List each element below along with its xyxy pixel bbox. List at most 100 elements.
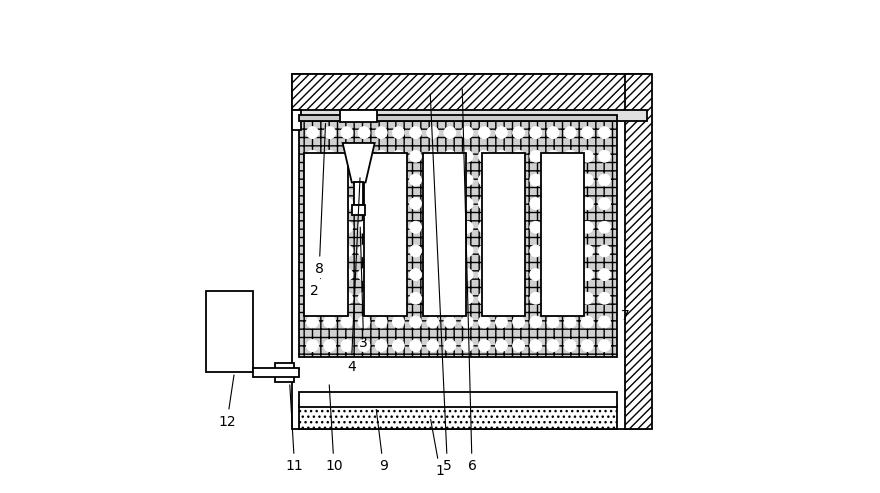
Circle shape xyxy=(306,221,319,233)
Circle shape xyxy=(341,269,353,281)
Circle shape xyxy=(341,221,353,233)
Circle shape xyxy=(598,198,611,210)
Circle shape xyxy=(547,174,559,186)
Circle shape xyxy=(582,150,593,162)
Circle shape xyxy=(427,127,438,139)
Circle shape xyxy=(564,127,576,139)
Circle shape xyxy=(427,174,438,186)
Circle shape xyxy=(324,174,335,186)
Circle shape xyxy=(392,174,404,186)
Circle shape xyxy=(461,292,473,304)
Circle shape xyxy=(564,269,576,281)
Circle shape xyxy=(547,292,559,304)
Circle shape xyxy=(341,127,353,139)
Circle shape xyxy=(375,127,387,139)
Circle shape xyxy=(375,269,387,281)
Circle shape xyxy=(582,245,593,257)
Circle shape xyxy=(427,221,438,233)
Circle shape xyxy=(598,340,611,352)
Text: 1: 1 xyxy=(430,420,444,478)
Circle shape xyxy=(306,269,319,281)
Circle shape xyxy=(306,245,319,257)
Circle shape xyxy=(582,292,593,304)
Bar xyxy=(253,368,299,377)
Circle shape xyxy=(324,127,335,139)
Circle shape xyxy=(358,340,370,352)
Circle shape xyxy=(306,316,319,328)
Circle shape xyxy=(495,340,508,352)
Circle shape xyxy=(375,174,387,186)
Circle shape xyxy=(598,292,611,304)
Circle shape xyxy=(375,340,387,352)
Circle shape xyxy=(324,150,335,162)
Circle shape xyxy=(495,198,508,210)
Circle shape xyxy=(375,292,387,304)
Circle shape xyxy=(495,316,508,328)
Circle shape xyxy=(598,316,611,328)
Circle shape xyxy=(479,269,490,281)
Circle shape xyxy=(324,316,335,328)
Circle shape xyxy=(547,127,559,139)
Bar xyxy=(355,182,363,205)
Circle shape xyxy=(461,245,473,257)
Circle shape xyxy=(598,127,611,139)
Circle shape xyxy=(375,150,387,162)
Circle shape xyxy=(495,245,508,257)
Circle shape xyxy=(461,150,473,162)
Circle shape xyxy=(547,150,559,162)
Circle shape xyxy=(358,174,370,186)
Circle shape xyxy=(324,292,335,304)
Circle shape xyxy=(306,127,319,139)
Circle shape xyxy=(392,198,404,210)
Circle shape xyxy=(582,127,593,139)
Circle shape xyxy=(530,221,542,233)
Circle shape xyxy=(530,316,542,328)
Circle shape xyxy=(392,292,404,304)
Circle shape xyxy=(358,269,370,281)
Circle shape xyxy=(582,198,593,210)
Circle shape xyxy=(461,198,473,210)
Bar xyxy=(422,153,466,316)
Circle shape xyxy=(409,269,422,281)
Bar xyxy=(625,74,652,429)
Circle shape xyxy=(479,340,490,352)
Bar xyxy=(206,291,253,372)
Circle shape xyxy=(375,316,387,328)
Circle shape xyxy=(513,127,524,139)
Circle shape xyxy=(306,292,319,304)
Circle shape xyxy=(358,150,370,162)
Circle shape xyxy=(564,150,576,162)
Circle shape xyxy=(444,269,456,281)
Bar xyxy=(541,153,584,316)
Circle shape xyxy=(444,316,456,328)
Circle shape xyxy=(341,316,353,328)
Circle shape xyxy=(461,127,473,139)
Circle shape xyxy=(530,292,542,304)
Circle shape xyxy=(444,245,456,257)
Circle shape xyxy=(547,316,559,328)
Circle shape xyxy=(444,174,456,186)
Circle shape xyxy=(427,198,438,210)
Circle shape xyxy=(582,221,593,233)
Circle shape xyxy=(479,316,490,328)
Circle shape xyxy=(479,174,490,186)
Circle shape xyxy=(392,316,404,328)
Circle shape xyxy=(530,269,542,281)
Circle shape xyxy=(392,245,404,257)
Bar xyxy=(299,405,618,429)
Circle shape xyxy=(479,245,490,257)
Circle shape xyxy=(324,245,335,257)
Circle shape xyxy=(392,340,404,352)
Circle shape xyxy=(409,150,422,162)
Circle shape xyxy=(582,174,593,186)
Bar xyxy=(304,153,348,316)
Circle shape xyxy=(306,340,319,352)
Circle shape xyxy=(479,150,490,162)
Circle shape xyxy=(358,316,370,328)
Circle shape xyxy=(582,340,593,352)
Circle shape xyxy=(375,198,387,210)
Circle shape xyxy=(564,245,576,257)
Circle shape xyxy=(409,221,422,233)
Text: 8: 8 xyxy=(315,124,326,276)
Bar xyxy=(482,153,525,316)
